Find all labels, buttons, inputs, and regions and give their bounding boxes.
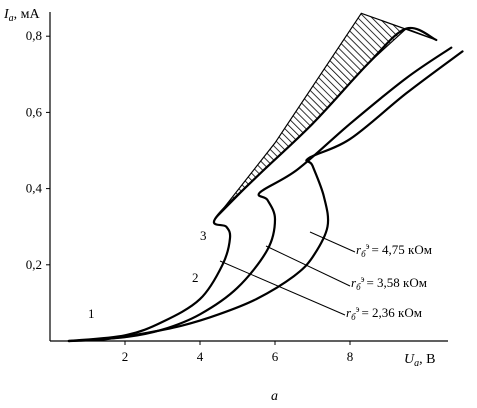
curves (67, 26, 464, 343)
x-tick-label: 4 (197, 349, 204, 364)
curve-label-2: 2 (192, 270, 199, 285)
y-tick-label: 0,6 (26, 104, 43, 119)
x-axis-label-main: U (404, 352, 415, 367)
y-axis-label: Iа, мА (3, 7, 41, 24)
series-annotation-2: rбэ = 3,58 кОм (351, 274, 427, 292)
x-tick-label: 2 (122, 349, 129, 364)
hatched-region (214, 12, 437, 220)
x-ticks: 2 4 6 8 (122, 341, 354, 364)
x-tick-label: 8 (347, 349, 354, 364)
x-axis-label: Uа, В (404, 352, 435, 369)
y-tick-label: 0,4 (26, 181, 43, 196)
y-tick-label: 0,2 (26, 257, 42, 272)
series-line-3 (67, 26, 438, 343)
series-annotation-2-value: = 3,58 кОм (366, 275, 427, 290)
y-ticks: 0,2 0,4 0,6 0,8 (26, 28, 50, 272)
leader-line-2 (265, 245, 351, 287)
series-annotation-3: rбэ = 4,75 кОм (356, 241, 432, 259)
figure-caption: а (271, 389, 278, 404)
y-axis-label-main: I (3, 7, 10, 22)
y-tick-label: 0,8 (26, 28, 42, 43)
series-annotation-3-value: = 4,75 кОм (371, 242, 432, 257)
leader-line-3 (309, 231, 356, 253)
x-axis-label-sub: а (414, 358, 419, 369)
series-annotation-1-value: = 2,36 кОм (361, 305, 422, 320)
leader-line-1 (219, 260, 346, 316)
series-annotation-1: rбэ = 2,36 кОм (346, 304, 422, 322)
series-line-1 (67, 50, 464, 343)
x-axis-label-unit: , В (419, 352, 435, 367)
curve-label-3: 3 (200, 228, 207, 243)
curve-label-1: 1 (88, 306, 95, 321)
y-axis-label-sub: а (9, 13, 14, 24)
y-axis-label-unit: , мА (14, 7, 41, 22)
x-tick-label: 6 (272, 349, 279, 364)
series-line-2 (67, 46, 453, 343)
